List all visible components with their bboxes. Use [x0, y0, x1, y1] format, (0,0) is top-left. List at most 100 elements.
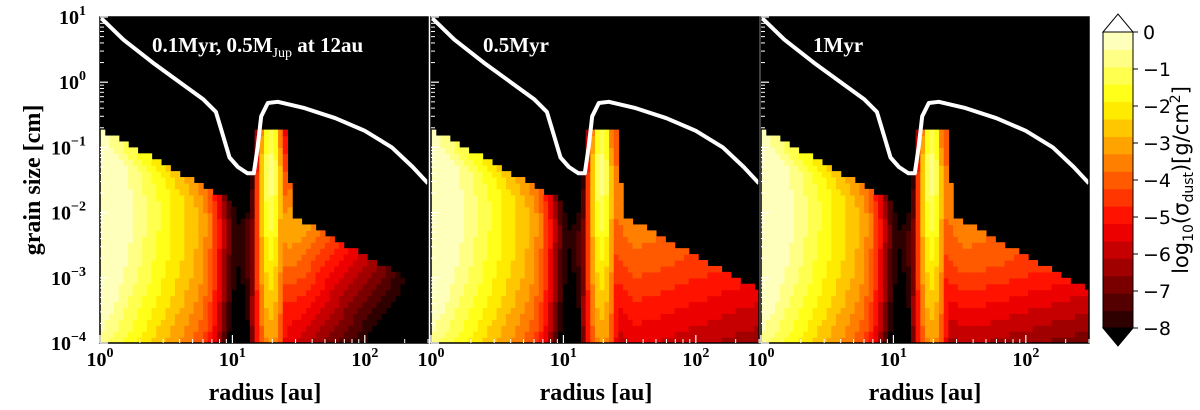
heatmap-cell [627, 265, 634, 273]
heatmap-cell [114, 200, 120, 208]
heatmap-cell [473, 224, 479, 231]
heatmap-cell [817, 307, 823, 314]
heatmap-cell [296, 277, 303, 285]
heatmap-cell [990, 254, 996, 261]
heatmap-cell [459, 283, 465, 291]
heatmap-cell [100, 283, 106, 291]
heatmap-cell [534, 218, 540, 226]
heatmap-cell [798, 159, 804, 166]
heatmap-cell [716, 283, 723, 291]
heatmap-cell [301, 319, 307, 326]
heatmap-cell [548, 260, 554, 267]
heatmap-cell [268, 313, 274, 320]
heatmap-cell [595, 230, 601, 237]
heatmap-cell [939, 242, 945, 249]
heatmap-cell [473, 188, 479, 196]
heatmap-cell [151, 289, 157, 297]
heatmap-cell [123, 313, 129, 320]
heatmap-cell [212, 200, 218, 208]
heatmap-cell [835, 331, 842, 338]
heatmap-cell [618, 194, 624, 202]
heatmap-cell [726, 289, 732, 297]
heatmap-cell [613, 194, 620, 202]
heatmap-cell [688, 260, 694, 267]
heatmap-cell [431, 325, 437, 332]
heatmap-cell [1037, 271, 1043, 279]
heatmap-cell [515, 313, 521, 320]
heatmap-cell [698, 260, 704, 267]
heatmap-cell [887, 301, 893, 309]
heatmap-cell [510, 182, 516, 190]
heatmap-cell [878, 301, 884, 309]
heatmap-cell [449, 188, 456, 196]
heatmap-cell [887, 224, 893, 231]
heatmap-cell [193, 337, 199, 343]
heatmap-cell [925, 236, 931, 243]
heatmap-cell [765, 265, 771, 273]
heatmap-cell [831, 301, 837, 309]
heatmap-cell [259, 141, 265, 148]
heatmap-cell [189, 260, 195, 267]
heatmap-cell [999, 319, 1006, 326]
heatmap-cell [562, 218, 568, 226]
heatmap-cell [463, 331, 470, 338]
heatmap-cell [845, 289, 851, 297]
heatmap-cell [784, 171, 790, 178]
heatmap-cell [698, 295, 704, 303]
heatmap-cell [840, 230, 846, 237]
heatmap-cell [100, 141, 106, 148]
heatmap-cell [505, 206, 512, 214]
heatmap-cell [296, 301, 303, 309]
heatmap-cell [854, 242, 860, 249]
heatmap-cell [482, 212, 488, 220]
heatmap-cell [367, 271, 373, 279]
heatmap-cell [595, 212, 601, 220]
heatmap-cell [835, 171, 842, 178]
heatmap-cell [770, 212, 776, 220]
heatmap-cell [775, 277, 781, 285]
heatmap-cell [674, 337, 680, 343]
heatmap-cell [137, 307, 143, 314]
heatmap-cell [684, 248, 690, 255]
heatmap-cell [296, 283, 303, 291]
heatmap-cell [343, 271, 349, 279]
heatmap-cell [812, 212, 818, 220]
heatmap-cell [613, 295, 620, 303]
heatmap-cell [976, 260, 982, 267]
heatmap-cell [268, 236, 274, 243]
heatmap-cell [779, 159, 786, 166]
heatmap-cell [784, 182, 790, 190]
heatmap-cell [146, 271, 153, 279]
heatmap-cell [754, 337, 759, 343]
heatmap-cell [491, 254, 498, 261]
heatmap-cell [463, 230, 470, 237]
heatmap-cell [156, 313, 162, 320]
heatmap-cell [137, 212, 143, 220]
heatmap-cell [1023, 254, 1029, 261]
heatmap-cell [929, 129, 935, 137]
heatmap-cell [109, 313, 115, 320]
heatmap-cell [812, 271, 818, 279]
heatmap-cell [454, 301, 460, 309]
heatmap-cell [431, 159, 437, 166]
heatmap-cell [920, 129, 926, 137]
heatmap-cell [203, 200, 209, 208]
heatmap-cell [821, 177, 828, 184]
heatmap-cell [812, 230, 818, 237]
heatmap-cell [1028, 313, 1034, 320]
heatmap-cell [515, 200, 521, 208]
heatmap-cell [892, 248, 898, 255]
heatmap-cell [510, 331, 516, 338]
heatmap-cell [1079, 301, 1085, 309]
heatmap-cell [789, 188, 795, 196]
heatmap-cell [184, 325, 190, 332]
heatmap-cell [137, 188, 143, 196]
heatmap-cell [807, 194, 814, 202]
heatmap-cell [831, 325, 837, 332]
heatmap-cell [1004, 254, 1010, 261]
heatmap-cell [655, 295, 662, 303]
heatmap-cell [971, 337, 978, 343]
heatmap-cell [477, 165, 484, 172]
heatmap-cell [864, 289, 870, 297]
heatmap-cell [929, 319, 935, 326]
